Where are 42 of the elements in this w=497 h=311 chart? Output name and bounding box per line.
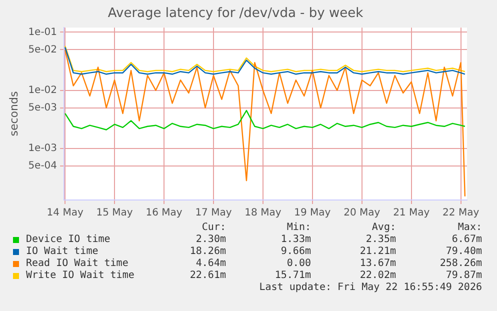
chart-title: Average latency for /dev/vda - by week bbox=[108, 6, 364, 22]
text: 2.35m bbox=[366, 234, 396, 246]
y-tick-label: 5e-03 bbox=[28, 102, 58, 114]
x-tick-label: 16 May bbox=[146, 208, 182, 219]
text: 4.64m bbox=[196, 258, 226, 270]
x-tick-label: 22 May bbox=[442, 208, 480, 219]
x-tick-label: 17 May bbox=[195, 208, 232, 219]
y-tick-label: 5e-02 bbox=[28, 44, 58, 56]
legend-label: Write IO Wait time bbox=[26, 270, 134, 282]
x-tick-label: 20 May bbox=[344, 208, 380, 219]
y-tick-label: 1e-03 bbox=[28, 143, 58, 154]
x-tick-label: 21 May bbox=[393, 208, 430, 219]
text: 1.33m bbox=[280, 234, 311, 246]
x-tick-label: 14 May bbox=[46, 208, 84, 219]
text: 79.40m bbox=[446, 246, 482, 258]
x-tick-label: 18 May bbox=[244, 208, 282, 219]
text: 22.61m bbox=[190, 270, 226, 282]
y-tick-label: 5e-04 bbox=[28, 160, 58, 172]
text: 9.66m bbox=[280, 246, 311, 258]
text: 22.02m bbox=[360, 270, 396, 282]
text: 18.26m bbox=[190, 246, 226, 258]
legend-label: Device IO time bbox=[26, 234, 110, 246]
text: Max: bbox=[458, 222, 482, 234]
x-tick-label: 15 May bbox=[96, 208, 133, 219]
y-tick-label: 1e-01 bbox=[28, 26, 58, 38]
text: Last update: Fri May 22 16:55:49 2026 bbox=[259, 282, 482, 294]
text: 258.26m bbox=[440, 258, 482, 270]
legend-label: Read IO Wait time bbox=[26, 258, 128, 270]
text: Cur: bbox=[202, 222, 226, 234]
text: 6.67m bbox=[452, 234, 482, 246]
y-tick-label: 1e-02 bbox=[28, 84, 58, 96]
text: 21.21m bbox=[360, 246, 396, 258]
text: 15.71m bbox=[274, 270, 311, 282]
text: 79.87m bbox=[446, 270, 482, 282]
y-axis-title: seconds bbox=[7, 91, 20, 136]
text: 2.30m bbox=[196, 234, 226, 246]
text: 13.67m bbox=[360, 258, 396, 270]
legend-label: IO Wait time bbox=[26, 246, 98, 258]
text: Avg: bbox=[372, 222, 396, 234]
text: 0.00 bbox=[286, 258, 311, 270]
x-tick-label: 19 May bbox=[294, 208, 331, 219]
text: Min: bbox=[286, 222, 311, 234]
